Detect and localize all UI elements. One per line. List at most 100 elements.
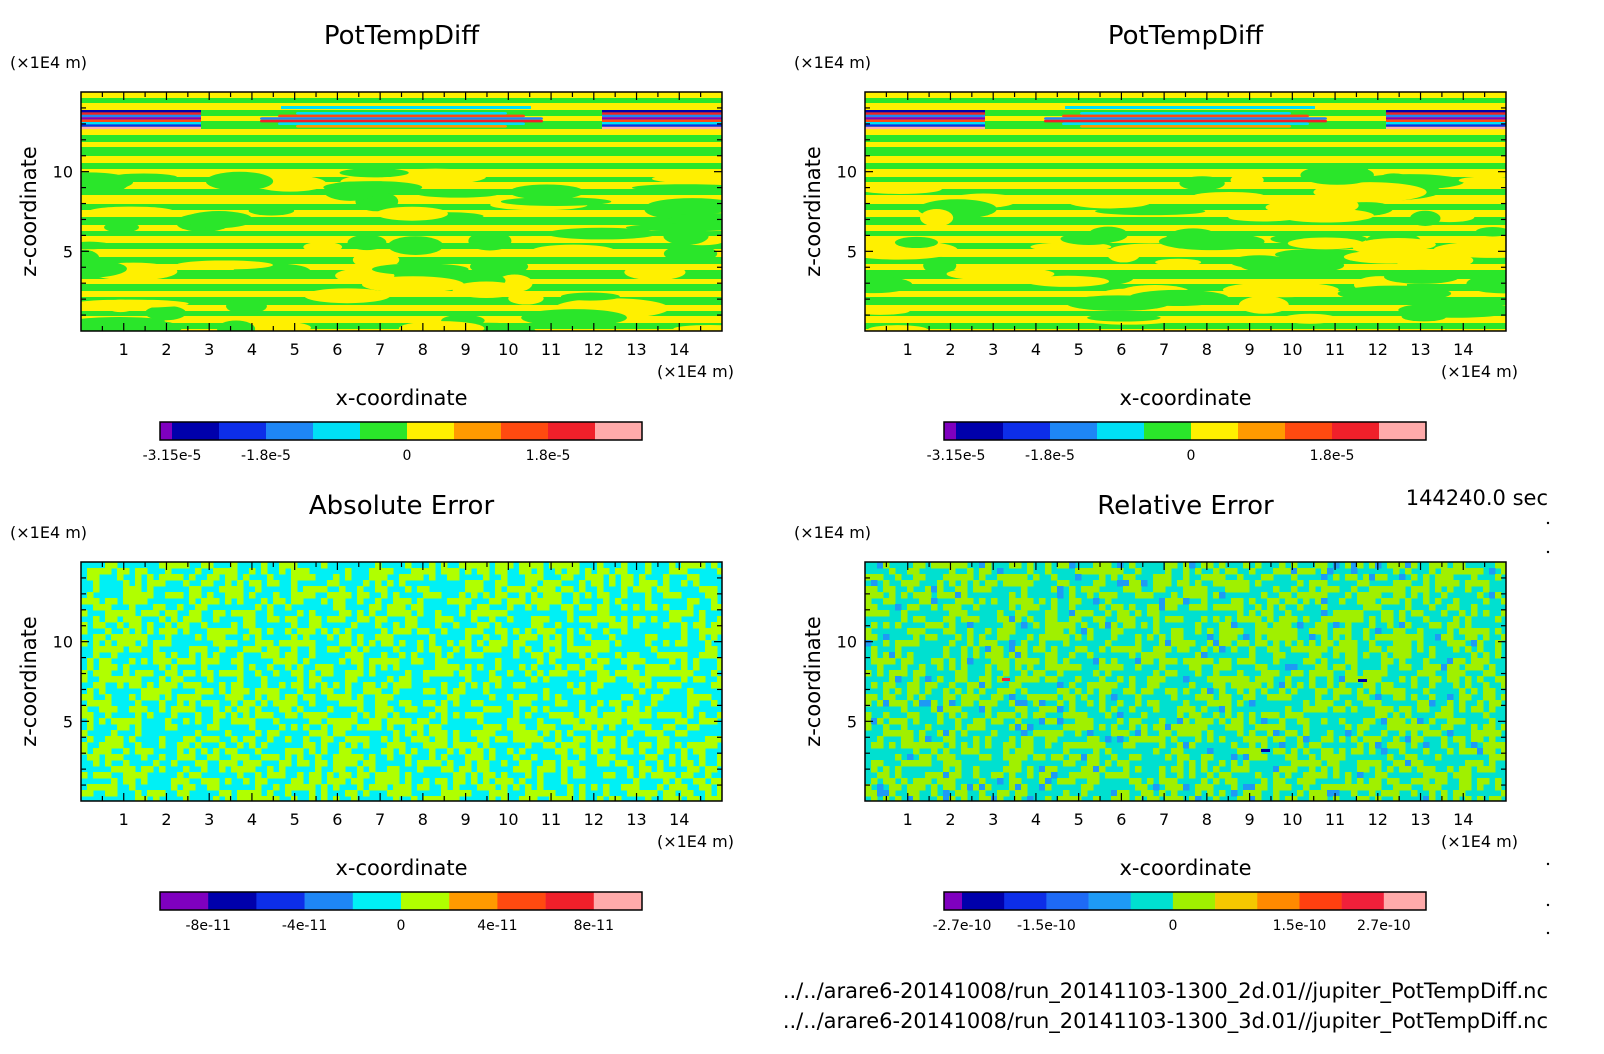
x-tick-label: 4	[1031, 810, 1041, 829]
x-tick-label: 2	[945, 810, 955, 829]
x-axis-unit: (×1E4 m)	[1441, 362, 1518, 381]
x-tick-label: 5	[1074, 810, 1084, 829]
x-tick-label: 13	[626, 810, 646, 829]
colorbar-label: 8e-11	[574, 918, 614, 934]
colorbar-swatch	[407, 422, 455, 440]
colorbar-label: 1.5e-10	[1273, 918, 1327, 934]
colorbar-swatch	[944, 892, 963, 910]
marker-dot	[1546, 931, 1550, 935]
x-tick-label: 6	[1116, 340, 1126, 359]
colorbar-swatch	[1299, 892, 1342, 910]
colorbar-swatch	[1046, 892, 1089, 910]
colorbar-frame	[159, 421, 643, 441]
colorbar-swatch	[1088, 892, 1132, 910]
colorbar-swatch	[256, 892, 305, 910]
x-tick-label: 9	[461, 340, 471, 359]
colorbar-label: -1.5e-10	[1017, 918, 1076, 934]
x-tick-label: 8	[418, 810, 428, 829]
colorbar-swatch	[545, 892, 595, 910]
marker-dot	[1546, 521, 1550, 525]
heatmap-field	[865, 562, 1506, 801]
colorbar-label: 1.8e-5	[1310, 448, 1355, 464]
colorbar-swatch	[160, 892, 209, 910]
x-tick-label: 10	[1282, 810, 1302, 829]
marker-dot	[1546, 903, 1550, 907]
marker-dot	[1546, 550, 1550, 554]
heatmap-field	[865, 92, 1506, 331]
colorbar-swatch	[219, 422, 267, 440]
x-axis-unit: (×1E4 m)	[1441, 832, 1518, 851]
colorbar-swatch	[1130, 892, 1174, 910]
x-tick-label: 3	[204, 810, 214, 829]
colorbar-swatch	[497, 892, 546, 910]
x-tick-label: 4	[247, 810, 257, 829]
colorbar-frame	[943, 891, 1427, 911]
x-tick-label: 3	[204, 340, 214, 359]
colorbar-swatch	[304, 892, 354, 910]
x-tick-label: 1	[903, 810, 913, 829]
colorbar-swatch	[1285, 422, 1333, 440]
colorbar-swatch	[1172, 892, 1216, 910]
colorbar-swatch	[1379, 422, 1427, 440]
x-tick-label: 14	[1453, 810, 1473, 829]
x-tick-label: 1	[119, 810, 129, 829]
chart-title: Absolute Error	[309, 491, 495, 521]
y-tick-label: 5	[63, 242, 73, 261]
chart-panel-4: Relative Error(×1E4 m)1 2 3 4 5 6 7 8 9 10 11 12 13 1…	[794, 491, 1518, 934]
x-axis-title: x-coordinate	[1119, 856, 1251, 880]
colorbar-swatch	[208, 892, 257, 910]
colorbar-label: 0	[397, 918, 406, 934]
x-tick-label: 2	[161, 810, 171, 829]
colorbar-label: -4e-11	[282, 918, 327, 934]
chart-panel-2: PotTempDiff(×1E4 m)1 2 3 4 5 6 7 8 9 10 11 12 13 1451…	[794, 21, 1518, 464]
chart-panel-3: Absolute Error(×1E4 m)1 2 3 4 5 6 7 8 9 10 11 12 13 1…	[10, 491, 734, 934]
x-tick-label: 2	[161, 340, 171, 359]
x-tick-label: 9	[1245, 810, 1255, 829]
colorbar-swatch	[1383, 892, 1427, 910]
colorbar-label: -3.15e-5	[143, 448, 202, 464]
colorbar-swatch	[1238, 422, 1286, 440]
colorbar-swatch	[1097, 422, 1145, 440]
x-tick-label: 10	[498, 810, 518, 829]
chart-title: Relative Error	[1097, 491, 1274, 521]
colorbar-swatch	[1341, 892, 1385, 910]
x-tick-label: 12	[584, 340, 604, 359]
colorbar-swatch	[944, 422, 957, 440]
colorbar-swatch	[454, 422, 502, 440]
x-tick-label: 14	[1453, 340, 1473, 359]
colorbar-swatch	[1050, 422, 1098, 440]
x-tick-label: 12	[584, 810, 604, 829]
colorbar-label: 0	[1187, 448, 1196, 464]
y-tick-label: 5	[63, 712, 73, 731]
x-tick-label: 11	[541, 810, 561, 829]
heatmap-field	[81, 92, 722, 331]
x-tick-label: 9	[461, 810, 471, 829]
x-tick-label: 13	[1410, 340, 1430, 359]
colorbar-label: -8e-11	[185, 918, 230, 934]
colorbar-label: -1.8e-5	[241, 448, 291, 464]
y-tick-label: 10	[837, 163, 857, 182]
time-label: 144240.0 sec	[1406, 486, 1548, 510]
y-axis-unit: (×1E4 m)	[10, 523, 87, 542]
colorbar-label: 2.7e-10	[1357, 918, 1411, 934]
x-tick-label: 12	[1368, 810, 1388, 829]
x-tick-label: 12	[1368, 340, 1388, 359]
y-tick-label: 5	[847, 712, 857, 731]
colorbar-label: -2.7e-10	[933, 918, 992, 934]
colorbar-swatch	[501, 422, 549, 440]
x-tick-label: 6	[1116, 810, 1126, 829]
x-tick-label: 9	[1245, 340, 1255, 359]
footer-file-2: ../../arare6-20141008/run_20141103-1300_…	[783, 1009, 1548, 1034]
colorbar-swatch	[352, 892, 402, 910]
colorbar-swatch	[956, 422, 1004, 440]
colorbar-swatch	[313, 422, 361, 440]
colorbar-swatch	[449, 892, 498, 910]
colorbar-swatch	[593, 892, 643, 910]
colorbar-frame	[159, 891, 643, 911]
x-tick-label: 3	[988, 340, 998, 359]
y-axis-unit: (×1E4 m)	[794, 53, 871, 72]
x-tick-label: 10	[498, 340, 518, 359]
x-axis-title: x-coordinate	[1119, 386, 1251, 410]
colorbar-swatch	[401, 892, 450, 910]
